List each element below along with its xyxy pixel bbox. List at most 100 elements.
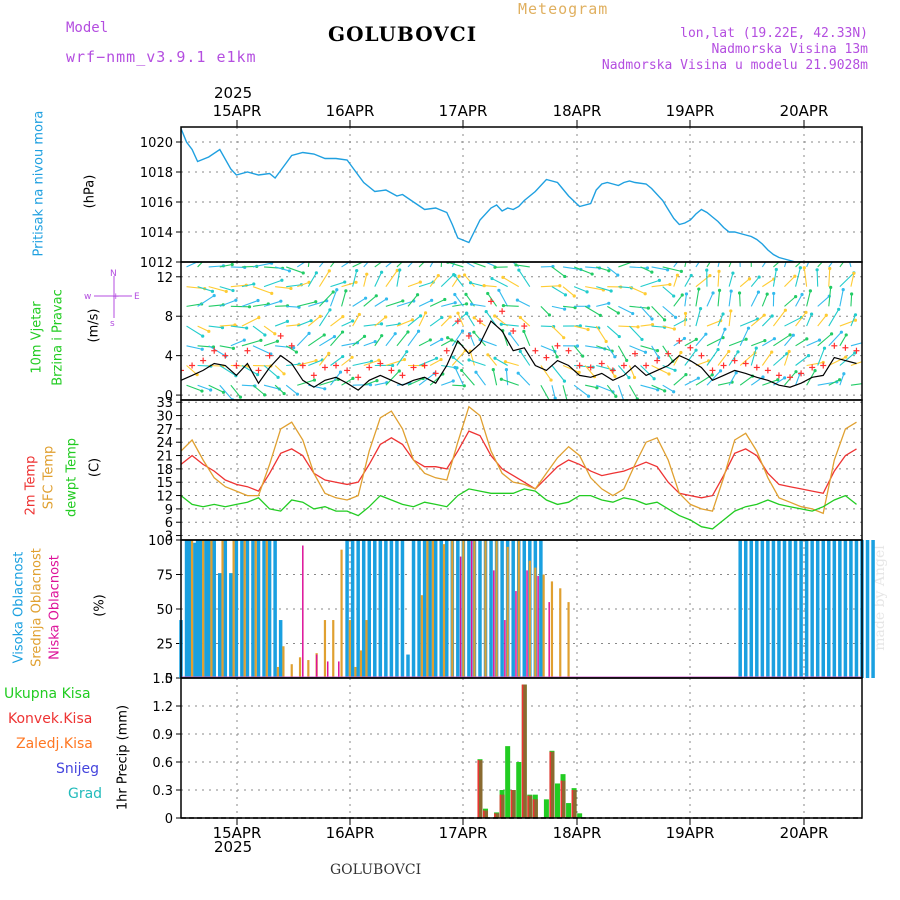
wind-arrowhead: [207, 329, 211, 333]
wind-arrow: [318, 353, 330, 366]
conv-precip-edge: [477, 760, 479, 818]
wind-arrow: [230, 284, 247, 288]
high-cloud-bar: [251, 540, 255, 678]
wind-arrow: [585, 325, 599, 329]
wind-arrowhead: [805, 337, 809, 341]
wind-arrow: [385, 333, 396, 347]
wind-arrow: [717, 329, 726, 346]
wind-arrowhead: [789, 247, 792, 250]
wind-arrowhead: [828, 252, 831, 255]
wind-arrowhead: [791, 333, 795, 337]
wind-arrow: [739, 278, 750, 288]
wind-arrowhead: [355, 269, 359, 273]
wind-arrow: [352, 270, 358, 287]
wind-arrowhead: [350, 355, 354, 359]
wind-arrow: [447, 262, 464, 268]
wind-arrow: [562, 364, 580, 373]
wind-arrow: [197, 364, 211, 367]
wind-arrowhead: [717, 288, 722, 292]
wind-arrow: [551, 345, 558, 358]
mid-cloud-bar: [276, 666, 279, 678]
high-cloud-bar: [204, 540, 208, 678]
wind-arrow: [230, 384, 241, 398]
wind-arrowhead: [522, 329, 526, 333]
wind-arrow: [795, 294, 803, 307]
wind-arrow: [629, 325, 643, 340]
wind-arrowhead: [504, 368, 509, 372]
high-cloud-bar: [187, 540, 192, 678]
wind-arrow: [274, 365, 285, 375]
wind-arrowhead: [646, 306, 650, 310]
high-cloud-bar: [766, 540, 770, 678]
high-cloud-bar: [422, 540, 427, 678]
high-cloud-bar: [229, 573, 233, 678]
wind-arrow: [662, 325, 675, 330]
wind-arrow: [585, 345, 605, 350]
wind-arrowhead: [625, 358, 629, 363]
wind-arrow: [617, 365, 630, 379]
wind-arrow: [230, 339, 245, 347]
wind-arrow: [263, 365, 279, 378]
wind-arrow: [540, 285, 560, 288]
wind-arrowhead: [846, 251, 849, 254]
y-tick-label: 50: [156, 603, 173, 618]
y-tick-label: 1.5: [152, 672, 173, 687]
wind-arrow: [275, 345, 294, 349]
low-cloud-bar: [338, 661, 340, 678]
wind-arrow: [850, 314, 857, 327]
wind-arrow: [739, 375, 753, 386]
day-label-bottom: 16APR: [326, 824, 375, 842]
wind-arrowhead: [275, 339, 280, 343]
wind-arrow: [263, 279, 283, 288]
wind-arrow: [573, 345, 584, 357]
wind-arrowhead: [684, 292, 689, 296]
wind-arrowhead: [572, 294, 576, 298]
wind-arrow: [186, 365, 198, 376]
wind-arrowhead: [343, 280, 347, 284]
low-cloud-bar: [493, 570, 495, 678]
wind-arrowhead: [453, 292, 457, 297]
wind-arrow: [839, 262, 845, 268]
wind-arrowhead: [754, 346, 758, 350]
wind-arrowhead: [503, 254, 506, 257]
total-precip-bar: [577, 813, 583, 818]
low-cloud-bar: [315, 654, 318, 678]
wind-arrow: [452, 303, 467, 307]
wind-arrowhead: [453, 365, 457, 370]
wind-arrow: [517, 299, 531, 307]
legend-conv-rain: Konvek.Kisa: [8, 711, 93, 727]
legend-snow: Snijeg: [56, 761, 100, 777]
y-tick-label: 0: [165, 389, 173, 404]
wind-arrow: [739, 327, 749, 347]
wind-arrow: [487, 354, 498, 366]
wind-arrowhead: [465, 312, 469, 316]
wind-arrow: [385, 359, 405, 367]
wind-arrowhead: [493, 314, 497, 318]
wind-arrowhead: [397, 369, 401, 373]
y-tick-label: 1016: [140, 196, 173, 211]
wind-arrowhead: [853, 351, 857, 355]
wind-arrowhead: [497, 288, 501, 292]
wind-arrowhead: [362, 334, 367, 338]
wind-arrow: [806, 361, 824, 367]
wind-arrow: [673, 275, 678, 287]
wind-arrowhead: [788, 333, 792, 337]
wind-arrow: [629, 345, 646, 353]
dewpoint-line: [180, 488, 857, 530]
wind-arrow: [219, 286, 234, 292]
wind-arrow: [551, 325, 565, 339]
wind-arrow: [352, 297, 366, 307]
wind-arrowhead: [410, 318, 415, 322]
wind-arrow: [385, 270, 398, 287]
wind-arrow: [817, 314, 827, 327]
wind-arrow: [429, 359, 442, 366]
wind-arrowhead: [772, 249, 775, 252]
wind-arrow: [286, 324, 299, 327]
wind-arrowhead: [786, 253, 789, 256]
wind-arrow: [596, 266, 610, 272]
wind-arrowhead: [230, 262, 234, 267]
wind-arrow: [662, 266, 682, 272]
high-cloud-bar: [522, 540, 527, 678]
wind-arrowhead: [448, 315, 452, 319]
wind-arrow: [562, 305, 576, 309]
